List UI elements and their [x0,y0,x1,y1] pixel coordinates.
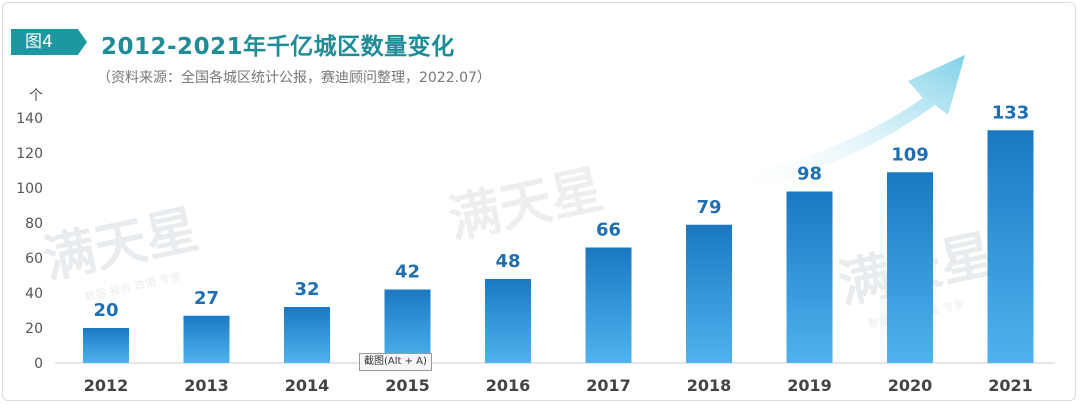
bar-2012 [83,328,129,363]
y-tick-label: 40 [25,286,43,302]
bar-2014 [284,307,330,363]
bar-value-label: 66 [596,220,621,241]
x-tick-label: 2019 [787,376,832,395]
y-tick-label: 140 [16,111,43,127]
y-tick-label: 20 [25,321,43,337]
bar-value-label: 27 [194,288,219,309]
y-tick-label: 60 [25,251,43,267]
x-tick-label: 2012 [84,376,129,395]
watermark-center: 满天星 [443,160,608,251]
y-tick-label: 0 [34,356,43,372]
chart-source: （资料来源：全国各城区统计公报，赛迪顾问整理，2022.07） [97,70,491,86]
bar-value-label: 42 [395,262,420,283]
x-tick-label: 2018 [687,376,732,395]
x-tick-label: 2015 [385,376,430,395]
x-tick-label: 2017 [586,376,631,395]
x-tick-label: 2020 [888,376,933,395]
bar-value-label: 79 [696,197,721,218]
y-tick-label: 100 [16,181,43,197]
bar-chart: 满天星 数据 报告 政策 专家 满天星 满天星 数据 报告 政策 专家 个 02… [16,55,1055,395]
bar-value-label: 109 [891,144,929,165]
bar-2016 [485,279,531,363]
bar-2015 [384,289,431,363]
x-tick-label: 2014 [285,376,330,395]
trend-arrow [733,55,965,193]
bar-2019 [786,191,833,363]
chart-card: 满天星 数据 报告 政策 专家 满天星 满天星 数据 报告 政策 专家 个 02… [2,2,1076,401]
y-tick-label: 120 [16,146,43,162]
bar-value-label: 48 [495,251,520,272]
bar-value-label: 32 [294,279,319,300]
bar-2021 [987,130,1034,363]
x-tick-label: 2021 [988,376,1033,395]
chart-title: 2012-2021年千亿城区数量变化 [101,34,455,60]
bar-2018 [686,224,732,363]
x-tick-label: 2013 [184,376,229,395]
bar-value-label: 133 [992,102,1030,123]
bar-2017 [585,247,632,363]
screenshot-tooltip: 截图(Alt + A) [359,353,432,371]
bar-value-label: 98 [797,164,822,185]
bar-value-label: 20 [93,300,118,321]
bar-2020 [887,172,933,363]
svg-text:满天星: 满天星 [443,160,608,251]
x-tick-label: 2016 [486,376,531,395]
watermark-left: 满天星 数据 报告 政策 专家 [38,200,203,304]
figure-badge: 图4 [11,29,87,55]
y-tick-label: 80 [25,216,43,232]
y-unit-label: 个 [29,88,43,104]
bar-2013 [183,315,230,363]
